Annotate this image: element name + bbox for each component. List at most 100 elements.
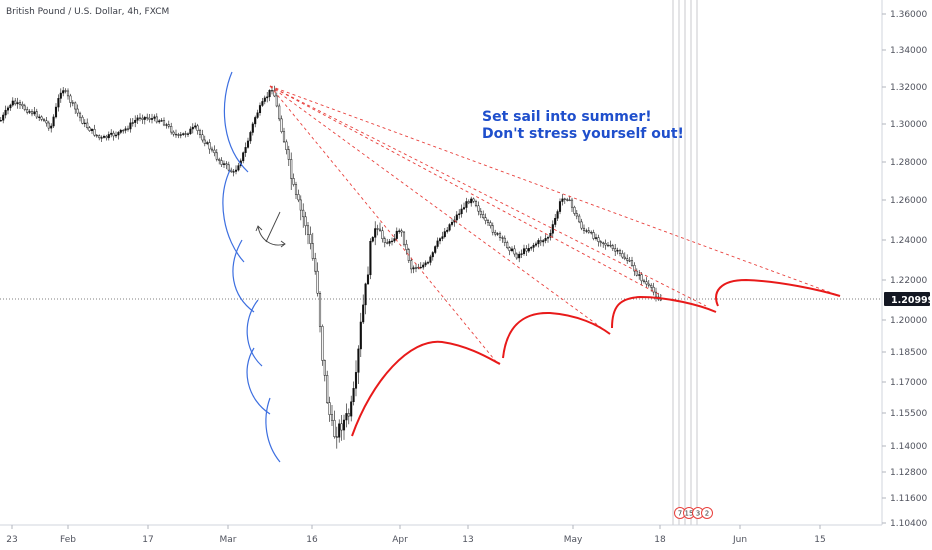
- candle-body: [52, 116, 55, 127]
- price-tick-label: 1.32000: [890, 83, 927, 93]
- candle-body: [359, 321, 362, 350]
- candle-body: [330, 414, 334, 421]
- candle-body: [383, 238, 386, 243]
- candle-body: [494, 232, 497, 235]
- candle-body: [462, 207, 466, 210]
- candle-body: [189, 128, 192, 135]
- candle-body: [491, 225, 494, 233]
- candle-body: [251, 123, 254, 133]
- candle-body: [11, 100, 14, 106]
- red-arcs: [351, 278, 841, 437]
- candle-body: [129, 122, 132, 130]
- candle-body: [450, 221, 454, 225]
- candle-body: [218, 158, 221, 161]
- candle-body: [143, 116, 146, 120]
- time-axis-ticks: 23 Feb 17 Mar 16 Apr 13 May 18 Jun 15: [6, 525, 826, 545]
- candle-body: [438, 238, 442, 242]
- candle-body: [45, 120, 48, 124]
- candle-body: [321, 326, 324, 361]
- candle-body: [498, 233, 502, 238]
- candle-body: [33, 111, 36, 115]
- candle-body: [210, 148, 214, 151]
- candle-body: [537, 240, 540, 245]
- candle-body: [465, 201, 468, 208]
- candle-body: [534, 243, 538, 246]
- candle-body: [561, 198, 564, 202]
- candle-body: [227, 164, 230, 171]
- candle-body: [441, 236, 444, 239]
- candle-body: [105, 135, 108, 139]
- candle-body: [626, 258, 629, 261]
- candle-body: [621, 253, 624, 258]
- trend-line-4: [269, 85, 611, 335]
- candle-body: [443, 231, 446, 237]
- candle-body: [326, 375, 329, 403]
- candle-body: [474, 200, 478, 207]
- price-tick-label: 1.30000: [890, 120, 927, 130]
- time-tick-label: Mar: [220, 535, 237, 545]
- candle-body: [590, 231, 593, 234]
- candle-body: [640, 274, 643, 282]
- price-tick-label: 1.12800: [890, 468, 927, 478]
- price-tick-label: 1.18500: [890, 348, 927, 358]
- event-badge[interactable]: [701, 507, 713, 519]
- candle-body: [302, 209, 305, 218]
- red-arc-1: [351, 340, 501, 437]
- candle-body: [455, 214, 458, 221]
- candle-body: [162, 120, 166, 126]
- trend-line-3: [269, 85, 663, 297]
- candle-body: [587, 230, 590, 233]
- candle-body: [266, 96, 269, 99]
- candle-body: [316, 270, 319, 294]
- candle-body: [0, 120, 2, 122]
- candle-body: [606, 244, 610, 247]
- candle-body: [170, 126, 173, 133]
- candle-body: [198, 130, 202, 135]
- candle-body: [477, 205, 480, 212]
- candle-body: [369, 241, 372, 276]
- candle-body: [112, 132, 115, 137]
- candle-body: [98, 135, 101, 139]
- candle-body: [366, 274, 370, 285]
- candle-body: [102, 135, 106, 138]
- candle-body: [314, 258, 317, 272]
- blue-arc-5: [246, 347, 271, 415]
- candle-body: [436, 240, 439, 247]
- candle-body: [400, 230, 403, 233]
- candle-body: [76, 108, 79, 114]
- candle-body: [179, 134, 182, 136]
- candle-body: [107, 134, 110, 139]
- candle-body: [472, 198, 475, 202]
- candle-body: [364, 283, 367, 306]
- candle-body: [220, 160, 223, 165]
- price-axis: 1.36000 1.34000 1.32000 1.30000 1.28000 1.260…: [881, 0, 932, 529]
- candle-body: [141, 117, 144, 120]
- event-badges[interactable]: 7 15 3 2: [674, 507, 713, 519]
- candle-body: [518, 253, 521, 259]
- candle-body: [484, 217, 487, 221]
- candle-body: [642, 280, 646, 282]
- blue-arc-4: [246, 299, 263, 367]
- candle-body: [42, 119, 46, 122]
- candle-body: [134, 119, 137, 123]
- candle-body: [47, 122, 50, 129]
- candle-body: [566, 199, 569, 201]
- candle-body: [246, 140, 250, 148]
- candle-body: [628, 260, 631, 262]
- candle-body: [119, 129, 122, 133]
- candle-body: [333, 419, 336, 437]
- annotation-line-1: Set sail into summer!: [482, 109, 652, 125]
- candle-body: [225, 163, 228, 166]
- candle-body: [95, 134, 98, 137]
- candle-body: [114, 134, 118, 137]
- candle-body: [138, 117, 142, 119]
- candle-body: [81, 116, 84, 124]
- candle-body: [215, 152, 218, 160]
- candle-body: [496, 233, 499, 235]
- candle-body: [309, 234, 312, 244]
- candle-body: [242, 152, 245, 162]
- candle-body: [390, 240, 394, 243]
- candle-body: [131, 122, 134, 124]
- candle-body: [460, 208, 463, 215]
